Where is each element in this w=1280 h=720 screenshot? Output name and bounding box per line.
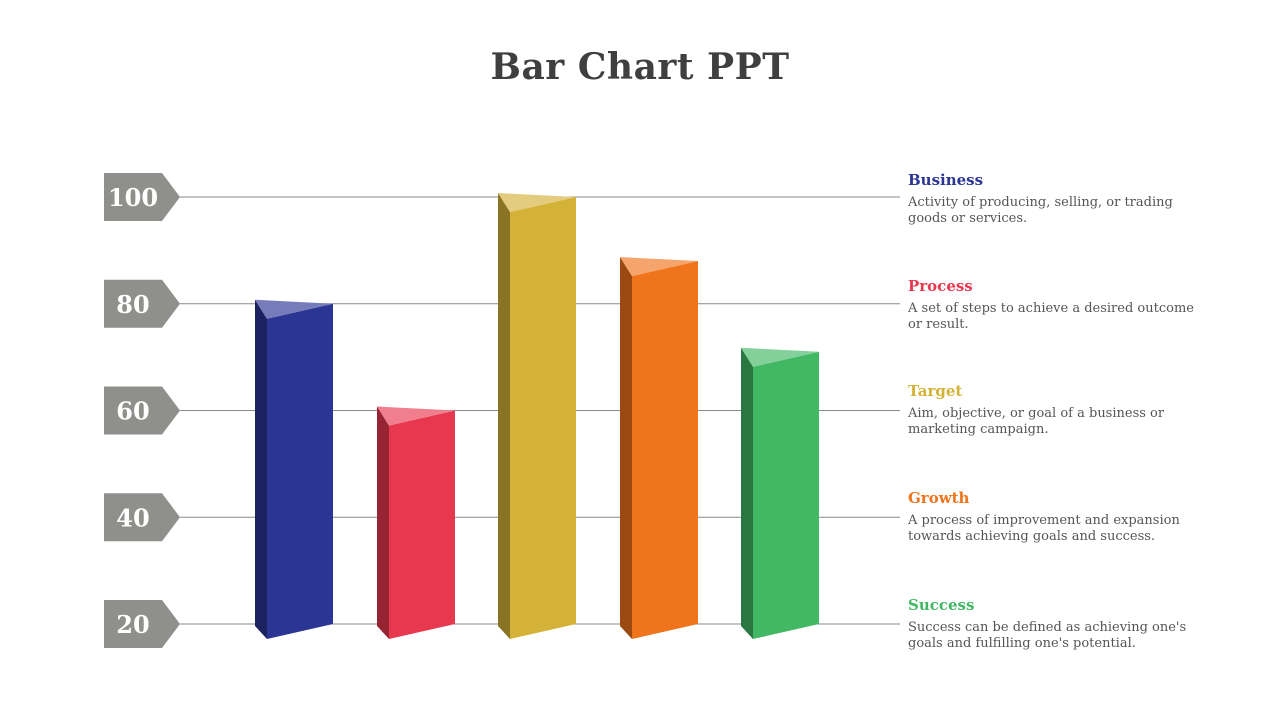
bar-side — [377, 406, 389, 639]
tick-tag — [104, 493, 180, 542]
bar-top — [620, 257, 698, 277]
legend-name: Target — [908, 382, 963, 400]
chart-title: Bar Chart PPT — [490, 46, 790, 88]
bar — [267, 303, 333, 639]
legend-description: A process of improvement and expansion t… — [908, 513, 1180, 544]
legend-description: A set of steps to achieve a desired outc… — [908, 301, 1194, 332]
y-tick-label: 20 — [116, 610, 149, 639]
bar-top — [377, 406, 455, 426]
legend-description: Aim, objective, or goal of a business or… — [908, 406, 1165, 437]
tick-tag — [104, 173, 180, 221]
bar-top — [255, 299, 333, 319]
legend-description: Success can be defined as achieving one'… — [908, 620, 1187, 651]
legend-item-growth: Growth A process of improvement and expa… — [908, 488, 1198, 545]
bar-top — [741, 347, 819, 367]
legend-item-process: Process A set of steps to achieve a desi… — [908, 276, 1198, 333]
tick-tag — [104, 600, 180, 648]
bar-top — [498, 193, 576, 212]
bar-side — [741, 347, 753, 639]
legend-name: Business — [908, 171, 984, 189]
legend-description: Activity of producing, selling, or tradi… — [908, 195, 1173, 226]
bar-side — [620, 257, 632, 639]
y-tick-label: 40 — [116, 503, 149, 532]
bar-side — [255, 299, 267, 639]
legend-name: Process — [908, 277, 973, 295]
tick-tag — [104, 279, 180, 328]
y-tick-label: 100 — [108, 183, 158, 212]
legend-item-target: Target Aim, objective, or goal of a busi… — [908, 381, 1198, 438]
legend-name: Success — [908, 596, 975, 614]
legend-item-success: Success Success can be defined as achiev… — [908, 595, 1198, 652]
bar-side — [498, 193, 510, 639]
tick-tag — [104, 386, 180, 435]
bar — [632, 261, 698, 639]
y-tick-label: 60 — [116, 397, 149, 426]
y-tick-label: 80 — [116, 290, 149, 319]
legend-name: Growth — [908, 489, 970, 507]
bar — [753, 351, 819, 639]
bar — [510, 197, 576, 639]
bar — [389, 410, 455, 639]
legend-item-business: Business Activity of producing, selling,… — [908, 170, 1198, 227]
